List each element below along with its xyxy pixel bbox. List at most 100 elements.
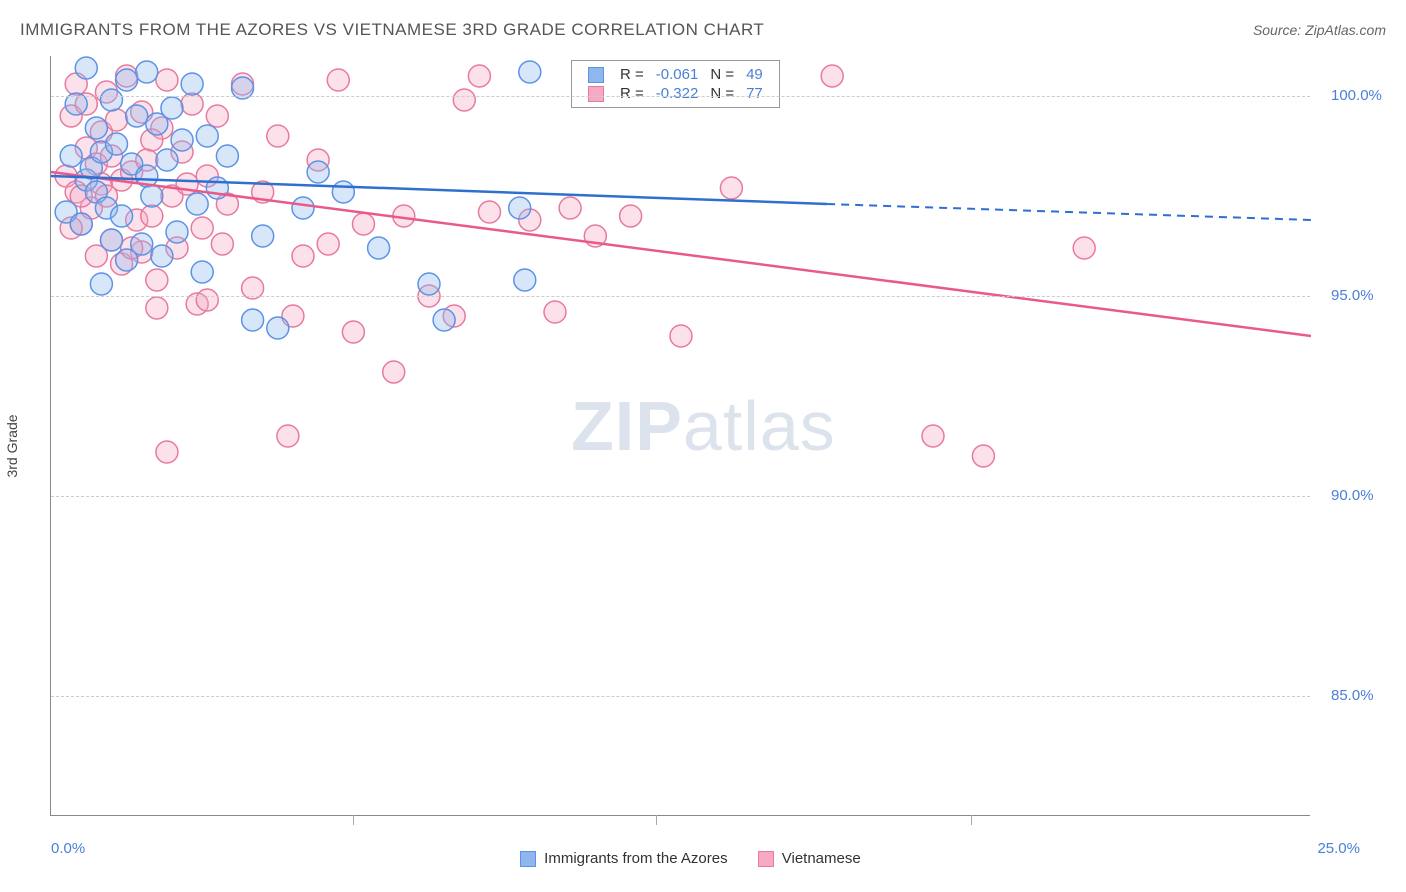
scatter-point xyxy=(509,197,531,219)
scatter-point xyxy=(267,317,289,339)
y-tick-label: 95.0% xyxy=(1331,287,1374,304)
scatter-point xyxy=(720,177,742,199)
scatter-point xyxy=(433,309,455,331)
legend-bottom: Immigrants from the Azores Vietnamese xyxy=(520,850,861,867)
scatter-point xyxy=(1073,237,1095,259)
scatter-point xyxy=(106,109,128,131)
scatter-point xyxy=(478,201,500,223)
legend-item: Vietnamese xyxy=(758,850,861,867)
scatter-point xyxy=(106,133,128,155)
scatter-point xyxy=(821,65,843,87)
scatter-point xyxy=(196,125,218,147)
scatter-point xyxy=(136,61,158,83)
legend-r-label: R = xyxy=(614,65,650,84)
legend-top: R =-0.061N =49R =-0.322N =77 xyxy=(571,60,780,108)
scatter-point xyxy=(100,89,122,111)
y-tick-label: 85.0% xyxy=(1331,687,1374,704)
legend-n-label: N = xyxy=(704,65,740,84)
scatter-point xyxy=(242,309,264,331)
scatter-point xyxy=(453,89,475,111)
scatter-point xyxy=(60,145,82,167)
scatter-point xyxy=(277,425,299,447)
scatter-point xyxy=(156,69,178,91)
scatter-point xyxy=(620,205,642,227)
scatter-point xyxy=(146,269,168,291)
scatter-point xyxy=(191,261,213,283)
gridline xyxy=(51,696,1310,697)
scatter-point xyxy=(559,197,581,219)
scatter-point xyxy=(342,321,364,343)
scatter-point xyxy=(191,217,213,239)
legend-r-value: -0.061 xyxy=(650,65,705,84)
scatter-point xyxy=(292,245,314,267)
legend-n-value: 77 xyxy=(740,84,769,103)
scatter-point xyxy=(151,245,173,267)
trend-line-dashed xyxy=(827,204,1311,220)
scatter-point xyxy=(116,69,138,91)
chart-svg xyxy=(51,56,1311,816)
scatter-point xyxy=(90,273,112,295)
legend-row: R =-0.061N =49 xyxy=(582,65,769,84)
gridline xyxy=(51,96,1310,97)
scatter-point xyxy=(161,97,183,119)
scatter-point xyxy=(141,185,163,207)
scatter-point xyxy=(206,105,228,127)
scatter-point xyxy=(368,237,390,259)
scatter-point xyxy=(307,161,329,183)
scatter-point xyxy=(141,205,163,227)
scatter-point xyxy=(156,149,178,171)
title-bar: IMMIGRANTS FROM THE AZORES VS VIETNAMESE… xyxy=(20,20,1386,40)
scatter-point xyxy=(156,441,178,463)
x-tick xyxy=(353,815,354,825)
scatter-point xyxy=(146,297,168,319)
x-tick xyxy=(971,815,972,825)
scatter-point xyxy=(75,57,97,79)
gridline xyxy=(51,496,1310,497)
plot-area: ZIPatlas R =-0.061N =49R =-0.322N =77 85… xyxy=(50,56,1310,816)
x-tick xyxy=(656,815,657,825)
scatter-point xyxy=(922,425,944,447)
legend-n-label: N = xyxy=(704,84,740,103)
scatter-point xyxy=(383,361,405,383)
legend-label: Vietnamese xyxy=(782,850,861,867)
y-axis-label: 3rd Grade xyxy=(4,414,20,477)
scatter-point xyxy=(418,273,440,295)
scatter-point xyxy=(468,65,490,87)
legend-n-value: 49 xyxy=(740,65,769,84)
scatter-point xyxy=(519,61,541,83)
scatter-point xyxy=(171,129,193,151)
legend-swatch xyxy=(520,851,536,867)
y-tick-label: 90.0% xyxy=(1331,487,1374,504)
source-label: Source: ZipAtlas.com xyxy=(1253,22,1386,38)
scatter-point xyxy=(196,289,218,311)
scatter-point xyxy=(100,229,122,251)
scatter-point xyxy=(514,269,536,291)
legend-label: Immigrants from the Azores xyxy=(544,850,727,867)
scatter-point xyxy=(131,233,153,255)
legend-row: R =-0.322N =77 xyxy=(582,84,769,103)
scatter-point xyxy=(181,73,203,95)
scatter-point xyxy=(267,125,289,147)
scatter-point xyxy=(544,301,566,323)
scatter-point xyxy=(126,105,148,127)
legend-item: Immigrants from the Azores xyxy=(520,850,728,867)
gridline xyxy=(51,296,1310,297)
scatter-point xyxy=(972,445,994,467)
x-tick-label: 0.0% xyxy=(51,840,85,857)
legend-top-table: R =-0.061N =49R =-0.322N =77 xyxy=(582,65,769,103)
scatter-point xyxy=(670,325,692,347)
scatter-point xyxy=(111,205,133,227)
scatter-point xyxy=(292,197,314,219)
scatter-point xyxy=(252,225,274,247)
scatter-point xyxy=(332,181,354,203)
trend-line xyxy=(51,172,1311,336)
x-tick-label: 25.0% xyxy=(1317,840,1360,857)
scatter-point xyxy=(85,117,107,139)
scatter-point xyxy=(216,145,238,167)
scatter-point xyxy=(327,69,349,91)
scatter-point xyxy=(317,233,339,255)
legend-r-value: -0.322 xyxy=(650,84,705,103)
chart-title: IMMIGRANTS FROM THE AZORES VS VIETNAMESE… xyxy=(20,20,764,40)
legend-swatch xyxy=(758,851,774,867)
scatter-point xyxy=(186,193,208,215)
